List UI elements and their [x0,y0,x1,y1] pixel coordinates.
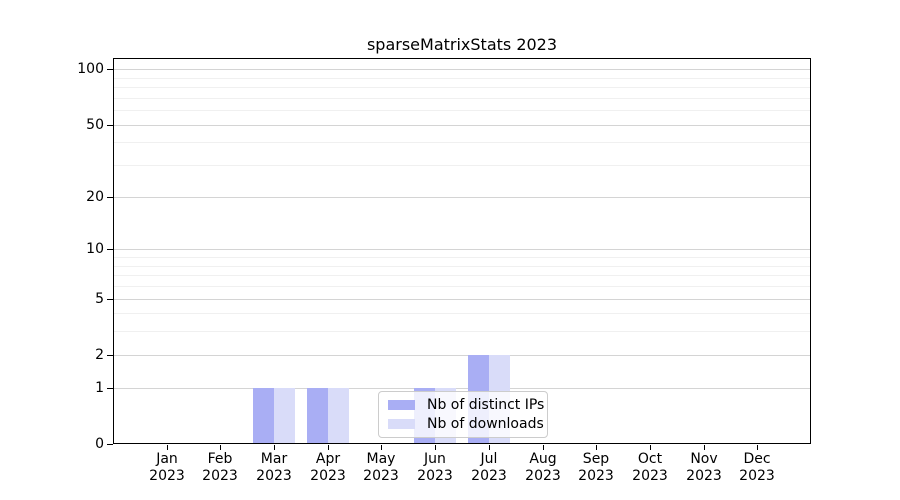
x-tick-mark [274,445,275,450]
x-tick-label-aug: Aug 2023 [525,451,561,484]
gridline-minor [113,98,811,99]
x-tick-mark [220,445,221,450]
chart-title: sparseMatrixStats 2023 [366,35,558,54]
y-tick-mark [107,299,113,300]
gridline-major [113,388,811,389]
x-tick-mark [757,445,758,450]
gridline-minor [113,87,811,88]
axes-frame [113,58,811,444]
gridline-minor [113,313,811,314]
x-tick-mark [650,445,651,450]
legend-label-downloads: Nb of downloads [427,416,544,432]
y-tick-label: 2 [95,347,104,363]
y-tick-mark [107,69,113,70]
x-tick-label-sep: Sep 2023 [578,451,614,484]
legend-item-distinct-ips: Nb of distinct IPs [388,397,544,413]
bar-distinct-ips-mar [253,388,274,444]
x-tick-mark [704,445,705,450]
x-tick-label-jul: Jul 2023 [471,451,507,484]
gridline-major [113,249,811,250]
gridline-minor [113,257,811,258]
x-tick-label-nov: Nov 2023 [686,451,722,484]
x-tick-label-feb: Feb 2023 [202,451,238,484]
bar-distinct-ips-apr [307,388,328,444]
x-tick-mark [489,445,490,450]
x-tick-mark [328,445,329,450]
y-tick-mark [107,125,113,126]
gridline-minor [113,275,811,276]
x-tick-label-jan: Jan 2023 [149,451,185,484]
x-tick-label-oct: Oct 2023 [632,451,668,484]
x-tick-mark [543,445,544,450]
x-tick-mark [596,445,597,450]
gridline-major [113,197,811,198]
x-tick-label-mar: Mar 2023 [256,451,292,484]
y-tick-label: 5 [95,291,104,307]
legend-swatch-downloads [388,419,415,429]
y-tick-label: 100 [77,61,104,77]
y-tick-mark [107,197,113,198]
gridline-minor [113,142,811,143]
legend-swatch-distinct-ips [388,400,415,410]
gridline-major [113,69,811,70]
y-tick-label: 1 [95,380,104,396]
y-tick-mark [107,355,113,356]
y-tick-mark [107,388,113,389]
y-tick-mark [107,249,113,250]
legend-item-downloads: Nb of downloads [388,416,544,432]
gridline-minor [113,331,811,332]
gridline-major [113,299,811,300]
y-tick-label: 0 [95,436,104,452]
gridline-minor [113,110,811,111]
x-tick-mark [167,445,168,450]
gridline-minor [113,286,811,287]
x-tick-label-apr: Apr 2023 [310,451,346,484]
legend: Nb of distinct IPs Nb of downloads [378,391,548,438]
gridline-major [113,355,811,356]
bar-downloads-apr [328,388,349,444]
x-tick-label-may: May 2023 [363,451,399,484]
x-tick-mark [381,445,382,450]
gridline-minor [113,78,811,79]
gridline-major [113,125,811,126]
x-tick-mark [435,445,436,450]
x-tick-label-dec: Dec 2023 [739,451,775,484]
legend-label-distinct-ips: Nb of distinct IPs [427,397,545,413]
y-tick-mark [107,444,113,445]
y-tick-label: 20 [86,189,104,205]
gridline-minor [113,165,811,166]
gridline-minor [113,266,811,267]
x-tick-label-jun: Jun 2023 [417,451,453,484]
bar-downloads-mar [274,388,295,444]
y-tick-label: 50 [86,117,104,133]
y-tick-label: 10 [86,241,104,257]
